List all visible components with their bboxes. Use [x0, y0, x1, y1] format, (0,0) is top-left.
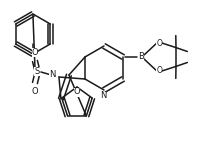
Text: O: O [31, 87, 38, 95]
Text: N: N [49, 71, 55, 79]
Text: B: B [137, 53, 143, 61]
Text: N: N [99, 91, 106, 101]
Text: S: S [34, 68, 39, 76]
Text: O: O [155, 39, 161, 48]
Text: O: O [73, 88, 80, 96]
Text: O: O [155, 66, 161, 75]
Text: O: O [31, 49, 38, 57]
